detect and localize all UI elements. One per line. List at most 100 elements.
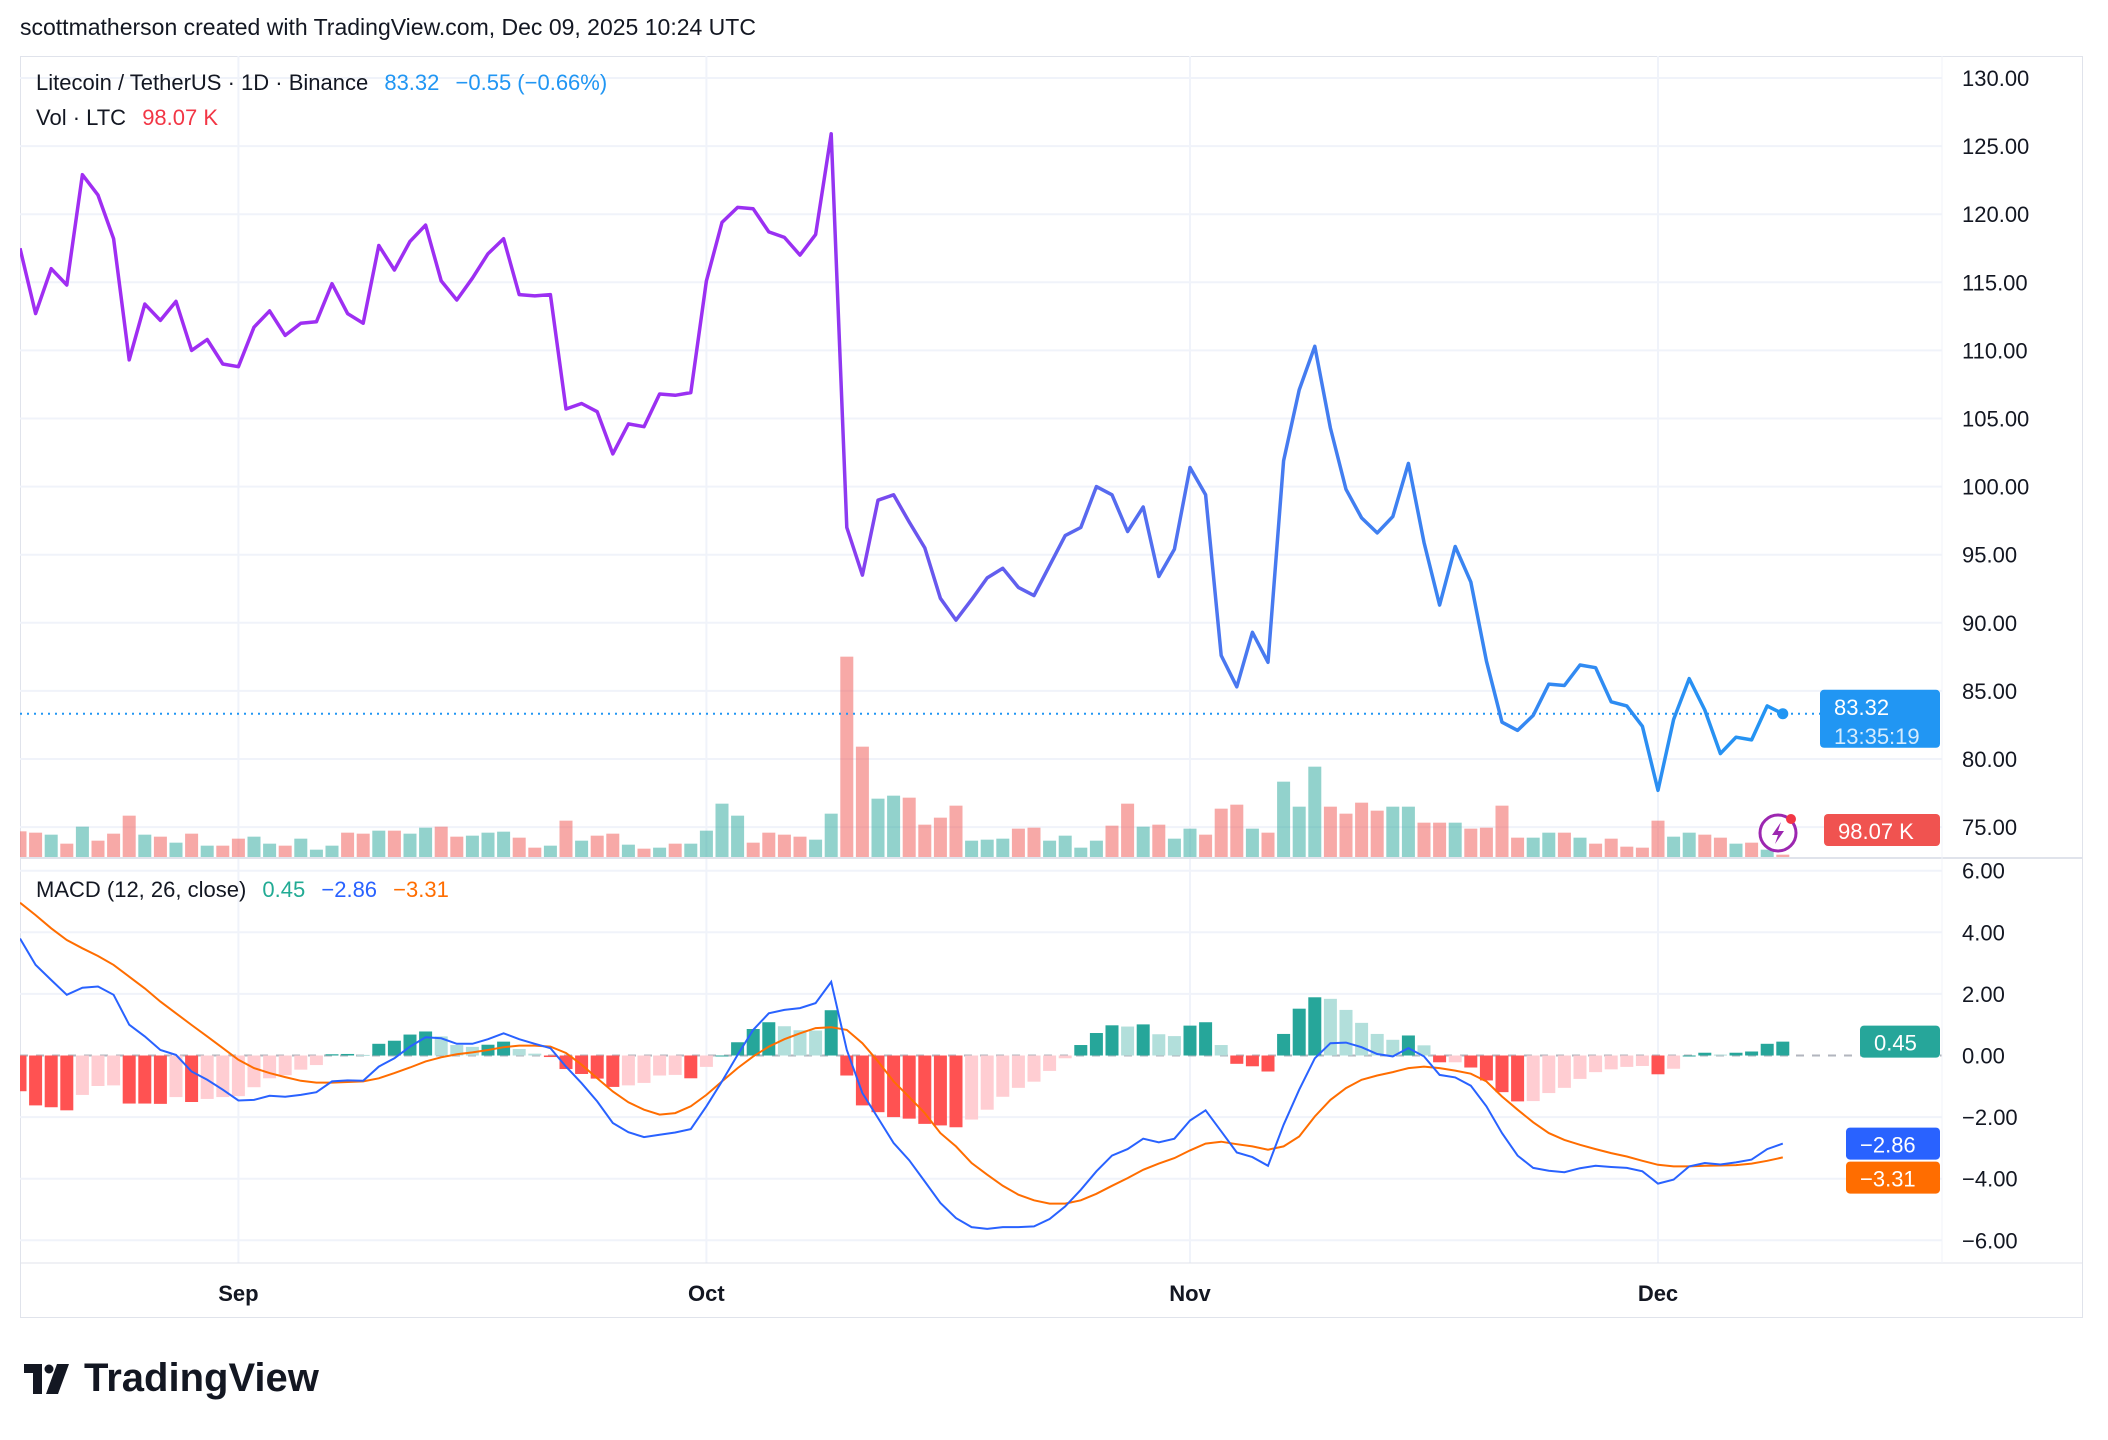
price-tick-label: 85.00 <box>1962 679 2017 704</box>
symbol-legend[interactable]: Litecoin / TetherUS · 1D · Binance 83.32… <box>36 70 607 96</box>
tradingview-logo[interactable]: TradingView <box>24 1356 319 1401</box>
price-tick-label: 105.00 <box>1962 407 2029 432</box>
macd-histogram-bar <box>1448 1055 1462 1063</box>
tradingview-logo-icon <box>24 1363 69 1394</box>
last-price-dot <box>1777 708 1789 720</box>
volume-bar <box>1339 813 1353 857</box>
volume-bar <box>1011 828 1025 857</box>
volume-badge <box>1824 814 1940 846</box>
volume-bar <box>1713 837 1727 857</box>
volume-legend[interactable]: Vol · LTC 98.07 K <box>36 105 218 131</box>
macd-histogram-bar <box>434 1036 448 1056</box>
volume-bar <box>1511 837 1525 857</box>
volume-bar <box>1729 843 1743 857</box>
macd-histogram-bar <box>855 1055 869 1106</box>
macd-histogram-bar <box>621 1055 635 1086</box>
macd-line-value: −2.86 <box>321 877 378 902</box>
macd-histogram-bar <box>1417 1045 1431 1056</box>
macd-histogram-bar <box>497 1041 511 1056</box>
volume-label: Vol · LTC <box>36 105 127 130</box>
volume-bar <box>684 843 698 857</box>
volume-bar <box>762 832 776 857</box>
logo-text: TradingView <box>84 1356 319 1400</box>
macd-histogram-bar <box>1464 1055 1478 1068</box>
lightning-alert-icon[interactable] <box>1758 813 1798 853</box>
volume-bar <box>1573 837 1587 857</box>
volume-bar <box>1433 822 1447 857</box>
volume-bar <box>1667 836 1681 857</box>
volume-bar <box>1261 832 1275 857</box>
macd-histogram-bar <box>294 1055 308 1070</box>
volume-bar <box>996 838 1010 857</box>
macd-histogram-bar <box>1479 1055 1493 1081</box>
volume-bar <box>1323 806 1337 857</box>
volume-bar <box>1417 822 1431 857</box>
macd-histogram-bar <box>965 1055 979 1120</box>
macd-histogram-bar <box>20 1055 27 1092</box>
time-tick-label: Dec <box>1638 1281 1678 1306</box>
macd-histogram-bar <box>91 1055 105 1086</box>
volume-bar <box>575 840 589 857</box>
volume-bar <box>1760 849 1774 857</box>
macd-histogram-bar <box>840 1055 854 1076</box>
time-tick-label: Oct <box>688 1281 725 1306</box>
volume-bar <box>75 826 89 857</box>
volume-bar <box>1183 828 1197 857</box>
volume-bar <box>1292 806 1306 857</box>
macd-histogram-bar <box>902 1055 916 1119</box>
macd-histogram-bar <box>341 1053 355 1056</box>
volume-bar <box>855 746 869 857</box>
volume-bar <box>918 824 932 857</box>
volume-bar <box>949 805 963 857</box>
macd-histogram-bar <box>1323 998 1337 1056</box>
volume-bar <box>372 830 386 857</box>
macd-histogram-bar <box>1089 1033 1103 1056</box>
macd-histogram-bar <box>1167 1036 1181 1056</box>
macd-tick-label: 6.00 <box>1962 859 2005 884</box>
macd-histogram-bar <box>809 1030 823 1056</box>
macd-histogram-bar <box>1074 1045 1088 1056</box>
price-tick-label: 110.00 <box>1962 338 2028 363</box>
volume-bar <box>309 849 323 857</box>
macd-histogram-bar <box>1526 1055 1540 1102</box>
macd-histogram-bar <box>918 1055 932 1124</box>
price-tick-label: 115.00 <box>1962 270 2028 295</box>
volume-bar <box>1448 822 1462 857</box>
macd-histogram-bar <box>543 1055 557 1058</box>
macd-histogram-bar <box>1355 1022 1369 1056</box>
macd-histogram-bar <box>1386 1039 1400 1056</box>
macd-histogram-bar <box>996 1055 1010 1097</box>
macd-histogram-bar <box>824 1010 838 1056</box>
volume-bar <box>1058 835 1072 857</box>
volume-bar <box>1105 825 1119 857</box>
macd-histogram-bar <box>387 1040 401 1056</box>
volume-bar <box>20 831 27 857</box>
volume-bar <box>1464 828 1478 857</box>
macd-tick-label: 2.00 <box>1962 982 2005 1007</box>
macd-histogram-bar <box>169 1055 183 1098</box>
price-tick-label: 90.00 <box>1962 611 2017 636</box>
macd-tick-label: −2.00 <box>1962 1105 2018 1130</box>
price-tick-label: 120.00 <box>1962 202 2029 227</box>
macd-histogram-bar <box>1183 1025 1197 1056</box>
volume-bar <box>169 842 183 857</box>
chart-frame <box>20 56 2083 1318</box>
macd-legend[interactable]: MACD (12, 26, close) 0.45 −2.86 −3.31 <box>36 877 449 903</box>
axis-badges: 83.32 13:35:19 98.07 K 0.45 −2.86 −3.31 <box>1820 689 1940 1194</box>
volume-bar <box>1199 834 1213 857</box>
volume-bar <box>1370 810 1384 857</box>
macd-histogram-bar <box>1011 1055 1025 1088</box>
volume-bar <box>746 842 760 857</box>
price-line <box>20 132 1784 793</box>
macd-histogram-bar <box>887 1055 901 1118</box>
volume-bar <box>387 830 401 857</box>
volume-bar <box>1776 854 1790 857</box>
macd-histogram-bar <box>44 1055 58 1108</box>
volume-bar <box>450 836 464 857</box>
volume-bar <box>278 845 292 857</box>
macd-histogram-bar <box>746 1029 760 1056</box>
macd-histogram-bar <box>1261 1055 1275 1072</box>
grid-lines <box>20 56 1942 1263</box>
volume-bar <box>403 833 417 857</box>
